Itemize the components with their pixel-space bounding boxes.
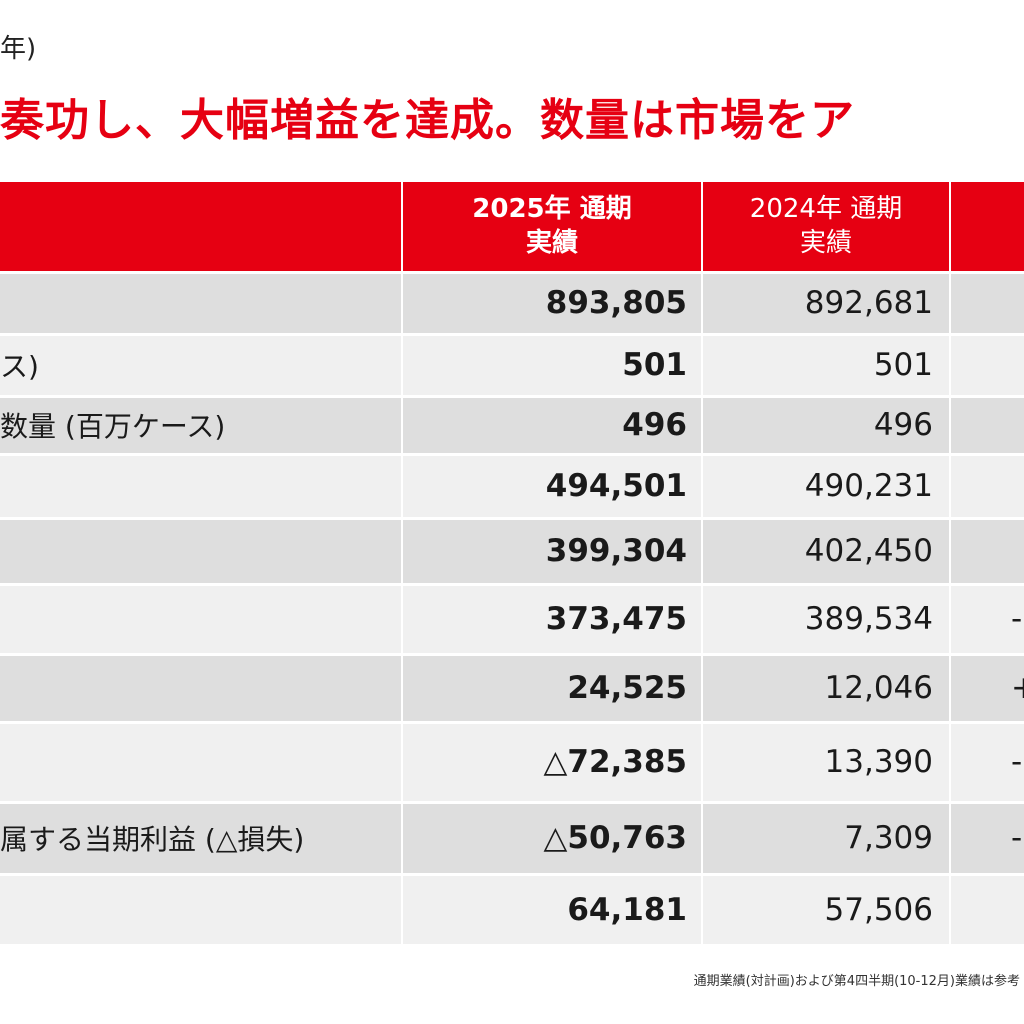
row-diff: - xyxy=(950,582,1024,654)
row-value-2024: 402,450 xyxy=(702,516,951,584)
results-table: 2025年 通期 実績 2024年 通期 実績 893,805 892,681 … xyxy=(0,182,1024,944)
row-value-2025: 24,525 xyxy=(402,652,703,722)
row-value-2024: 501 xyxy=(702,332,951,396)
row-label: 数量 (百万ケース) xyxy=(0,394,403,454)
row-label xyxy=(0,582,403,654)
row-diff xyxy=(950,270,1024,334)
row-value-2025: 893,805 xyxy=(402,270,703,334)
table-row: 399,304 402,450 xyxy=(0,516,1024,584)
row-value-2025: 501 xyxy=(402,332,703,396)
table-row: ス) 501 501 xyxy=(0,332,1024,396)
row-value-2024: 13,390 xyxy=(702,720,951,802)
table-header-row: 2025年 通期 実績 2024年 通期 実績 xyxy=(0,182,1024,272)
footnote: 通期業績(対計画)および第4四半期(10-12月)業績は参考 xyxy=(693,974,1020,989)
table-row: 893,805 892,681 xyxy=(0,270,1024,334)
row-label xyxy=(0,270,403,334)
row-value-2024: 892,681 xyxy=(702,270,951,334)
row-diff: + xyxy=(950,652,1024,722)
table-row: 373,475 389,534 - xyxy=(0,582,1024,654)
row-value-2025: 64,181 xyxy=(402,872,703,944)
row-diff xyxy=(950,394,1024,454)
table-row: 数量 (百万ケース) 496 496 xyxy=(0,394,1024,454)
table-row: 494,501 490,231 xyxy=(0,452,1024,518)
header-2025-line1: 2025年 通期 xyxy=(472,194,632,225)
row-value-2025: 399,304 xyxy=(402,516,703,584)
row-label xyxy=(0,516,403,584)
row-diff xyxy=(950,872,1024,944)
row-value-2024: 496 xyxy=(702,394,951,454)
row-label xyxy=(0,872,403,944)
period-subtitle: 年) xyxy=(0,34,37,64)
row-diff: - xyxy=(950,800,1024,874)
header-diff xyxy=(950,182,1024,272)
row-value-2025: 496 xyxy=(402,394,703,454)
table-row: 24,525 12,046 + xyxy=(0,652,1024,722)
header-label xyxy=(0,182,403,272)
row-diff xyxy=(950,332,1024,396)
row-diff xyxy=(950,516,1024,584)
row-value-2024: 57,506 xyxy=(702,872,951,944)
header-2024-line1: 2024年 通期 xyxy=(749,194,903,225)
row-label xyxy=(0,720,403,802)
table-row: △72,385 13,390 - xyxy=(0,720,1024,802)
row-value-2024: 389,534 xyxy=(702,582,951,654)
header-2025-line2: 実績 xyxy=(525,228,578,259)
row-value-2024: 490,231 xyxy=(702,452,951,518)
header-2024-line2: 実績 xyxy=(799,228,852,259)
row-value-2024: 12,046 xyxy=(702,652,951,722)
row-value-2025: 494,501 xyxy=(402,452,703,518)
header-2024-full-year-actual: 2024年 通期 実績 xyxy=(702,182,951,272)
row-label xyxy=(0,652,403,722)
row-value-2024: 7,309 xyxy=(702,800,951,874)
row-value-2025: △72,385 xyxy=(402,720,703,802)
row-label: ス) xyxy=(0,332,403,396)
header-2025-full-year-actual: 2025年 通期 実績 xyxy=(402,182,703,272)
row-label xyxy=(0,452,403,518)
row-diff xyxy=(950,452,1024,518)
table-row: 64,181 57,506 xyxy=(0,872,1024,944)
row-value-2025: 373,475 xyxy=(402,582,703,654)
row-label: 属する当期利益 (△損失) xyxy=(0,800,403,874)
headline: 奏功し、大幅増益を達成。数量は市場をア xyxy=(0,95,855,146)
row-diff: - xyxy=(950,720,1024,802)
row-value-2025: △50,763 xyxy=(402,800,703,874)
table-row: 属する当期利益 (△損失) △50,763 7,309 - xyxy=(0,800,1024,874)
